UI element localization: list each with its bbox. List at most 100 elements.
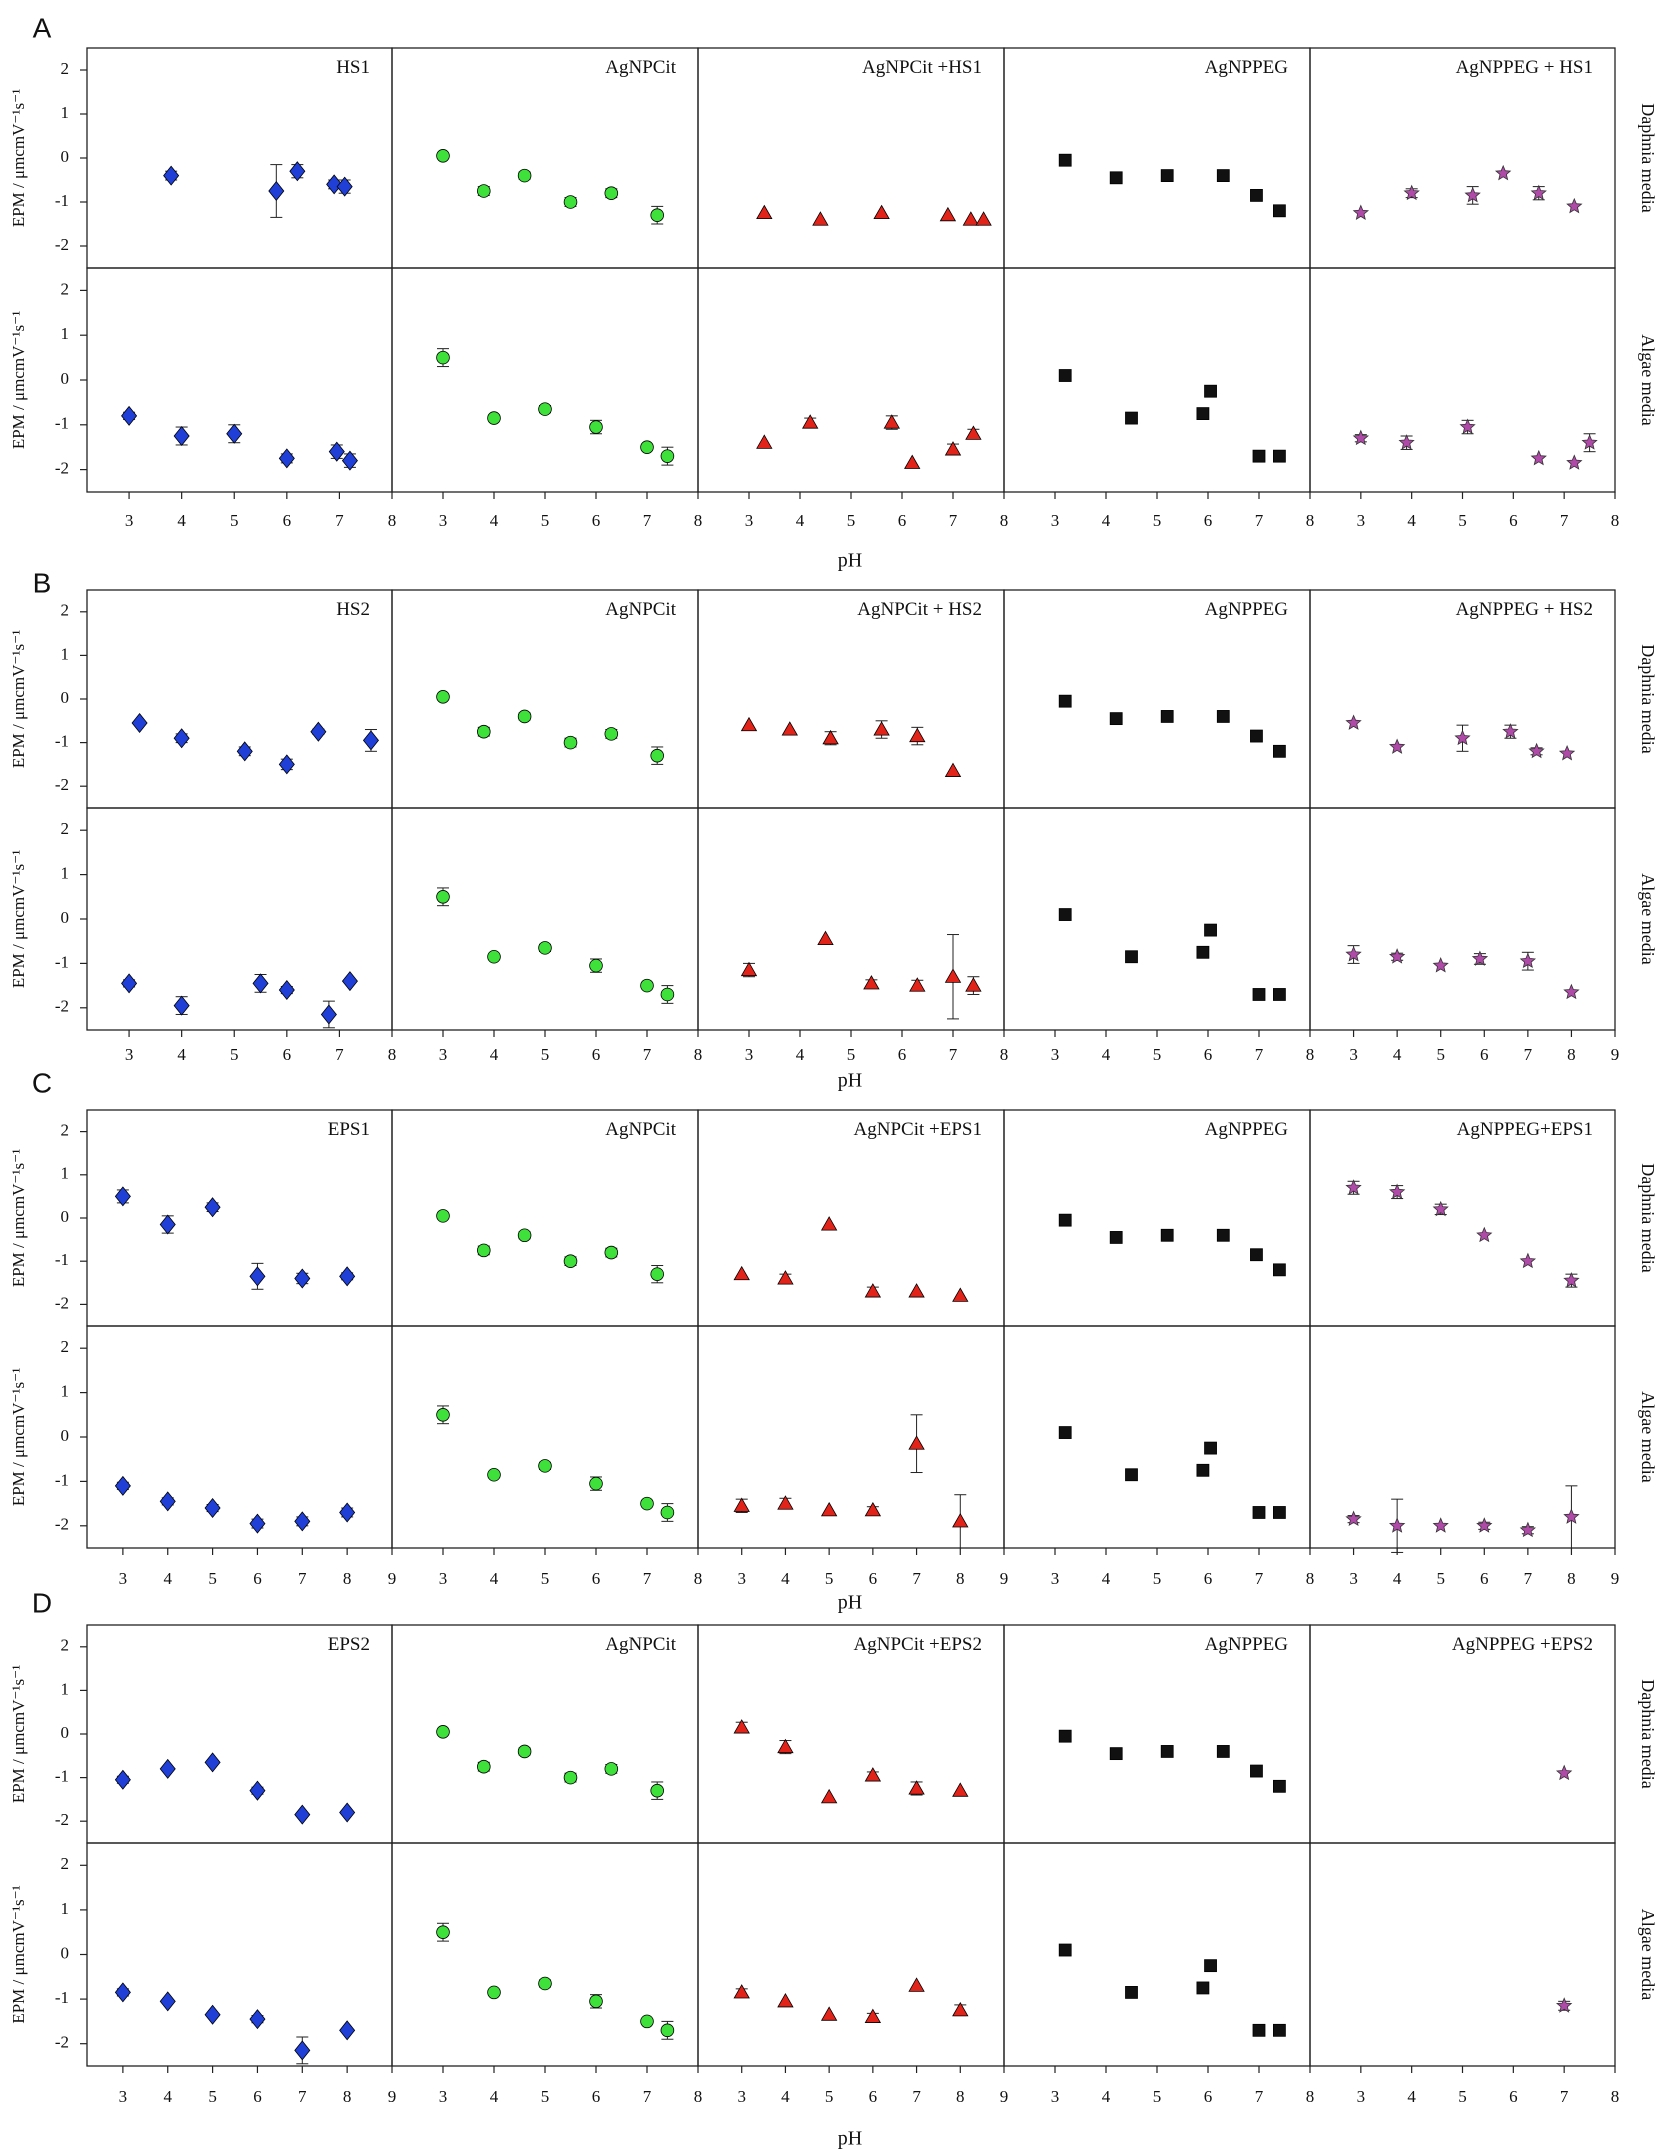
x-tick-label: 3 [125,511,134,530]
data-point [777,1738,794,1754]
x-tick-label: 3 [125,1045,134,1064]
data-point [820,1501,838,1517]
data-point [864,1283,882,1298]
subplot-title: AgNPCit [605,57,676,78]
y-tick-label: -1 [55,1988,69,2007]
x-tick-label: 4 [796,511,805,530]
data-point [1160,169,1174,183]
y-tick-label: -2 [55,1810,69,1829]
data-point [563,1770,578,1785]
y-tick-label: 2 [61,59,70,78]
data-point [1058,1426,1072,1439]
x-tick-label: 5 [847,1045,856,1064]
subplot-title: AgNPCit +EPS2 [854,1634,982,1655]
x-tick-label: 8 [694,511,703,530]
data-point [1519,1252,1537,1269]
data-point [1476,1226,1493,1243]
x-tick-label: 7 [949,1045,958,1064]
data-point [1196,407,1210,421]
panel-letter: B [33,567,52,598]
x-tick-label: 6 [283,511,292,530]
data-point [1352,429,1369,446]
y-tick-label: 2 [61,279,70,298]
x-tick-label: 7 [643,2087,652,2106]
data-point [1125,411,1138,425]
subplot-A-3-algae: 3 4 5 6 7 8 [1003,267,1315,530]
x-tick-label: 7 [1255,1569,1264,1588]
data-point [1345,1179,1362,1195]
x-tick-label: 6 [253,1569,262,1588]
data-point [1389,738,1406,754]
x-tick-label: 4 [177,1045,186,1064]
x-tick-label: 8 [956,2087,965,2106]
subplot-C-2-daphnia: AgNPCit +EPS1 [697,1109,1005,1327]
subplot-title: AgNPPEG +EPS2 [1452,1634,1593,1655]
data-point [604,1762,619,1776]
data-point [1345,945,1362,962]
subplot-frame [1309,1842,1616,2067]
data-point [159,1214,176,1235]
data-point [487,1985,501,2000]
x-tick-label: 8 [1306,511,1315,530]
x-tick-label: 6 [1204,2087,1213,2106]
subplot-title: AgNPCit +HS1 [862,57,982,78]
data-point [163,165,180,186]
data-point [660,987,675,1002]
data-point [640,2014,654,2029]
data-point [159,1758,176,1779]
subplot-C-4-daphnia: AgNPPEG+EPS1 [1309,1109,1616,1327]
x-tick-label: 5 [1458,511,1467,530]
data-point [339,1266,356,1287]
data-point [873,721,890,736]
y-tick-label: 1 [61,1899,70,1918]
y-tick-label: -1 [55,414,69,433]
subplot-D-3-algae: 3 4 5 6 7 8 [1003,1842,1314,2106]
x-tick-label: 5 [541,2087,550,2106]
data-point [278,980,295,1001]
y-axis-label: EPM / μmcmV⁻¹s⁻¹ [9,630,28,768]
row-label-algae: Algae media [1638,334,1658,425]
subplot-A-2-algae: 3 4 5 6 7 8 [697,267,1008,530]
data-point [1581,434,1598,450]
data-point [604,186,619,200]
data-point [436,1209,450,1223]
y-tick-label: 0 [61,1426,70,1445]
data-point [820,2006,838,2021]
data-point [517,709,532,724]
x-tick-label: 8 [343,2087,352,2106]
data-point [1058,1213,1072,1227]
subplot-title: AgNPPEG [1205,1119,1289,1140]
data-point [204,1752,221,1773]
data-point [1563,1272,1580,1288]
x-tick-label: 6 [592,511,601,530]
data-point [341,971,358,992]
subplot-frame [391,1842,699,2067]
subplot-title: AgNPPEG [1205,57,1289,78]
data-point [1204,384,1217,398]
x-tick-label: 3 [1357,2087,1366,2106]
subplot-B-2-algae: 3 4 5 6 7 8 [697,807,1008,1064]
x-tick-label: 4 [781,2087,790,2106]
subplot-title: HS1 [336,57,370,78]
subplot-D-3-daphnia: AgNPPEG [1003,1624,1311,1844]
data-point [740,716,758,732]
row-label-daphnia: Daphnia media [1638,103,1658,212]
data-point [777,1993,794,2008]
x-tick-label: 8 [956,1569,965,1588]
data-point [517,1744,532,1759]
x-tick-label: 8 [1611,511,1620,530]
subplot-frame [86,807,393,1031]
subplot-D-2-algae: 3 4 5 6 7 8 9 [697,1842,1008,2106]
x-tick-label: 8 [694,1045,703,1064]
data-point [1530,184,1547,201]
x-tick-label: 5 [825,1569,834,1588]
data-point [1556,1764,1573,1781]
subplot-frame [1309,807,1616,1031]
data-point [336,176,353,197]
data-point [1528,742,1545,759]
x-tick-label: 6 [1204,511,1213,530]
data-point [538,941,552,955]
data-point [660,2023,675,2038]
x-tick-label: 3 [745,1045,754,1064]
x-tick-label: 4 [177,511,186,530]
